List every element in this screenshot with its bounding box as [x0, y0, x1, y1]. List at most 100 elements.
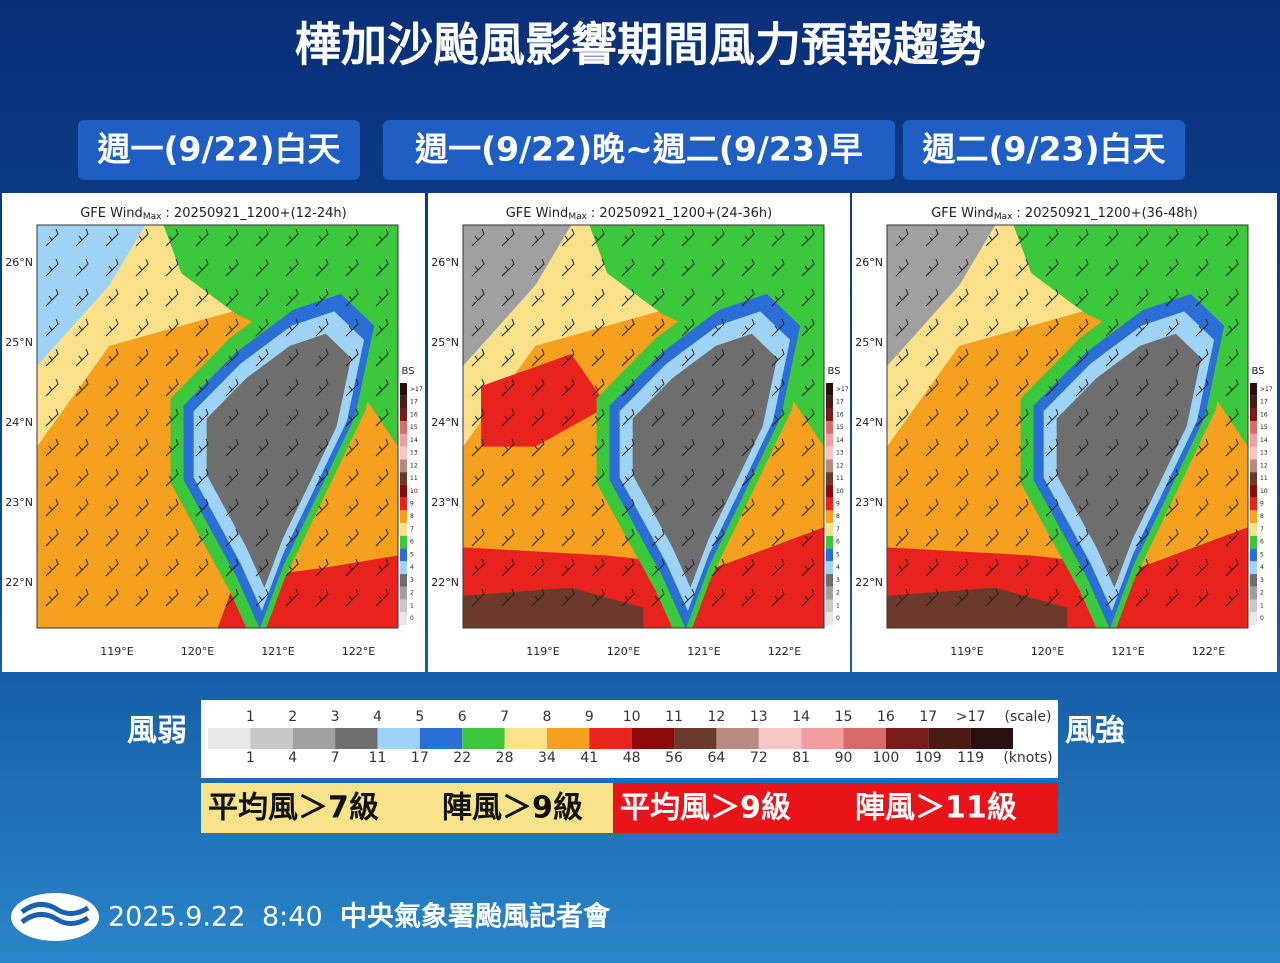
wind-barb — [165, 558, 179, 577]
colorbar-label: 1 — [1260, 602, 1264, 609]
footer-date: 2025.9.22 — [108, 902, 245, 933]
wind-barb — [1165, 468, 1179, 487]
lon-label: 120°E — [1031, 645, 1064, 658]
wind-barb — [895, 558, 909, 577]
colorbar-label: 15 — [836, 424, 844, 431]
threshold-box-red — [613, 783, 1058, 833]
wind-barb — [621, 228, 635, 247]
wind-barb — [621, 558, 635, 577]
wind-barb — [75, 408, 89, 427]
wind-barb — [895, 528, 909, 547]
scale-label: 3 — [331, 709, 340, 725]
wind-barb — [955, 588, 969, 607]
knots-label: 64 — [708, 750, 726, 766]
scale-label: 8 — [542, 709, 551, 725]
wind-barb — [471, 468, 485, 487]
wind-barb — [195, 228, 209, 247]
lat-label: 25°N — [5, 336, 33, 349]
wind-barb — [1165, 378, 1179, 397]
threshold-mean: 平均風＞9級 — [620, 791, 791, 826]
wind-barb — [801, 288, 815, 307]
wind-barb — [771, 348, 785, 367]
wind-barb — [1195, 288, 1209, 307]
wind-barb — [315, 378, 329, 397]
panel-header-tab — [383, 120, 895, 180]
wind-barb — [375, 288, 389, 307]
wind-barb — [531, 288, 545, 307]
wind-barb — [681, 408, 695, 427]
wind-barb — [135, 408, 149, 427]
wind-barb — [561, 378, 575, 397]
wind-barb — [741, 558, 755, 577]
wind-barb — [75, 318, 89, 337]
colorbar-label: 7 — [410, 526, 414, 533]
wind-barb — [285, 438, 299, 457]
wind-barb — [925, 318, 939, 337]
wind-barb — [771, 288, 785, 307]
wind-barb — [985, 258, 999, 277]
colorbar-cell — [826, 548, 833, 562]
wind-barb — [561, 228, 575, 247]
lon-label: 122°E — [342, 645, 375, 658]
wind-barb — [285, 288, 299, 307]
wind-barb — [621, 318, 635, 337]
wind-barb — [315, 288, 329, 307]
colorbar-cell — [1250, 574, 1257, 587]
colorbar-label: 17 — [1260, 399, 1268, 406]
colorbar-cell — [826, 586, 833, 600]
wind-barb — [801, 588, 815, 607]
wind-barb — [621, 498, 635, 517]
wind-barb — [741, 438, 755, 457]
wind-barb — [1015, 468, 1029, 487]
wind-barb — [501, 498, 515, 517]
wind-barb — [195, 408, 209, 427]
wind-barb — [1075, 498, 1089, 517]
wind-barb — [471, 498, 485, 517]
map — [462, 224, 825, 629]
wind-barb — [1075, 318, 1089, 337]
wind-barb — [1045, 468, 1059, 487]
wind-barb — [711, 378, 725, 397]
lat-label: 22°N — [855, 576, 883, 589]
wind-barb — [801, 468, 815, 487]
map-title-sub: Max — [568, 212, 587, 222]
wind-barb — [1045, 588, 1059, 607]
wind-barb — [285, 378, 299, 397]
colorbar-cell — [826, 421, 833, 434]
wind-barb — [225, 558, 239, 577]
wind-barb — [955, 528, 969, 547]
colorbar-label: 10 — [1260, 488, 1268, 495]
wind-barb — [651, 228, 665, 247]
legend-swatch — [970, 728, 1013, 749]
wind-barb — [345, 468, 359, 487]
wind-barb — [925, 438, 939, 457]
wind-barb — [591, 228, 605, 247]
wind-barb — [531, 318, 545, 337]
wind-barb — [925, 468, 939, 487]
wind-barb — [771, 408, 785, 427]
wind-barb — [501, 258, 515, 277]
wind-barb — [135, 528, 149, 547]
wind-barb — [315, 408, 329, 427]
wind-barb — [1135, 408, 1149, 427]
wind-barb — [1135, 498, 1149, 517]
lon-label: 120°E — [607, 645, 640, 658]
lat-label: 23°N — [5, 496, 33, 509]
wind-barb — [1015, 378, 1029, 397]
wind-barb — [895, 498, 909, 517]
wind-barb — [225, 348, 239, 367]
colorbar-cell — [826, 535, 833, 549]
wind-barb — [621, 468, 635, 487]
lon-label: 121°E — [687, 645, 720, 658]
wind-barb — [621, 258, 635, 277]
wind-barb — [1165, 528, 1179, 547]
colorbar-label: 12 — [410, 462, 418, 469]
wind-barb — [771, 318, 785, 337]
wind-barb — [741, 468, 755, 487]
wind-barb — [531, 558, 545, 577]
wind-barb — [801, 558, 815, 577]
wind-barb — [561, 408, 575, 427]
colorbar-label: 16 — [1260, 411, 1268, 418]
wind-barb — [1015, 498, 1029, 517]
wind-barb — [955, 498, 969, 517]
